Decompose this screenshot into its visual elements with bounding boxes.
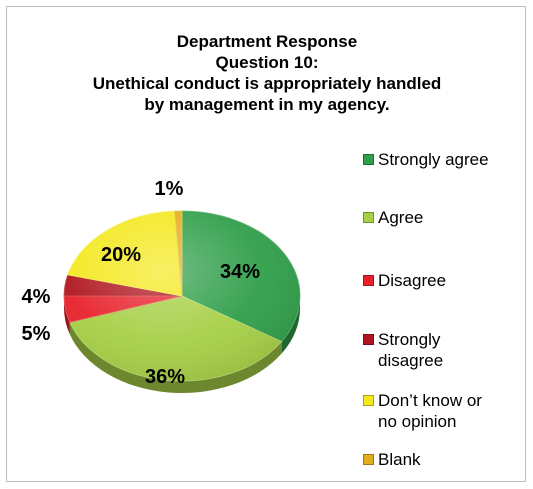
data-label-strongly-disagree: 4% bbox=[22, 286, 51, 308]
pie-chart: 34% 36% 5% 4% 20% 1% bbox=[22, 178, 301, 394]
data-label-blank: 1% bbox=[155, 178, 184, 200]
pie-highlight bbox=[64, 211, 300, 381]
legend-swatch-blank bbox=[363, 454, 374, 465]
legend-label-dont-know-line-1: Don’t know or bbox=[378, 391, 482, 410]
legend-item-strongly-agree: Strongly agree bbox=[363, 149, 489, 170]
legend-label-strongly-disagree-line-1: Strongly bbox=[378, 330, 441, 349]
legend-label-agree: Agree bbox=[378, 208, 424, 227]
chart-title: Department Response Question 10: Unethic… bbox=[7, 31, 527, 115]
data-label-disagree: 5% bbox=[22, 323, 51, 345]
legend-item-strongly-disagree: Strongly disagree bbox=[363, 329, 443, 371]
legend-label-blank: Blank bbox=[378, 450, 421, 469]
data-label-strongly-agree: 34% bbox=[220, 261, 260, 283]
chart-title-line-2: Question 10: bbox=[215, 53, 319, 72]
legend-label-strongly-disagree-line-2: disagree bbox=[378, 351, 444, 370]
chart-title-line-3: Unethical conduct is appropriately handl… bbox=[92, 74, 442, 93]
legend-item-dont-know: Don’t know or no opinion bbox=[363, 390, 482, 432]
legend-label-dont-know-line-2: no opinion bbox=[378, 412, 457, 431]
legend-label-strongly-agree: Strongly agree bbox=[378, 150, 489, 169]
chart-frame: Department Response Question 10: Unethic… bbox=[6, 6, 526, 482]
legend-label-disagree: Disagree bbox=[378, 271, 447, 290]
data-label-agree: 36% bbox=[145, 366, 185, 388]
legend-item-blank: Blank bbox=[363, 449, 421, 470]
legend-item-disagree: Disagree bbox=[363, 270, 446, 291]
pie-side-agree bbox=[69, 322, 282, 394]
chart-title-line-1: Department Response bbox=[176, 32, 358, 51]
chart-title-line-4: by management in my agency. bbox=[144, 95, 390, 114]
legend-swatch-strongly-disagree bbox=[363, 334, 374, 345]
legend-swatch-disagree bbox=[363, 275, 374, 286]
data-label-don-t-know-or-no-opinion: 20% bbox=[101, 244, 141, 266]
legend-swatch-agree bbox=[363, 212, 374, 223]
legend-swatch-strongly-agree bbox=[363, 154, 374, 165]
legend-swatch-dont-know bbox=[363, 395, 374, 406]
pie-side-strongly-agree bbox=[281, 296, 300, 354]
legend-item-agree: Agree bbox=[363, 207, 423, 228]
